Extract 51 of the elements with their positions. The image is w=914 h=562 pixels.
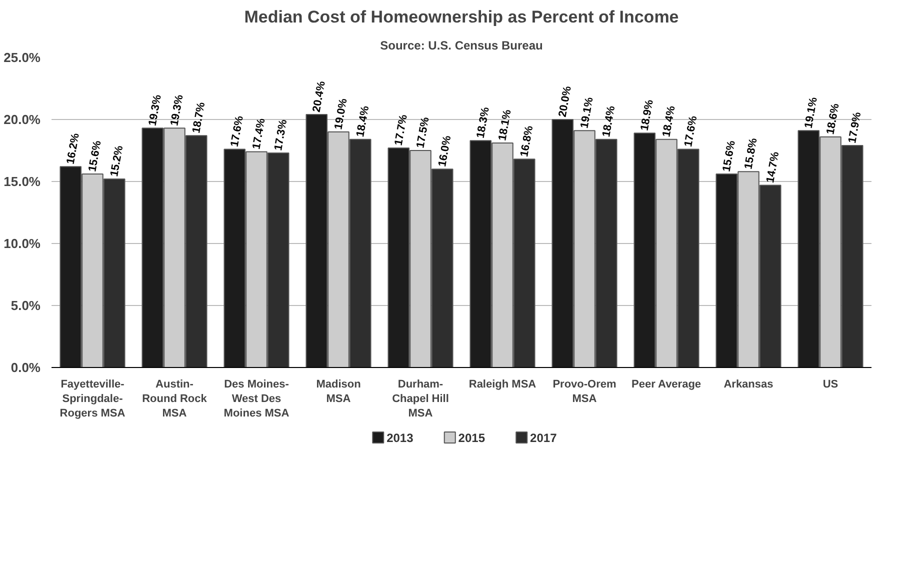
data-label: 17.4% xyxy=(250,117,268,150)
data-label: 15.8% xyxy=(742,137,760,170)
data-label: 18.6% xyxy=(824,102,842,136)
data-label: 17.9% xyxy=(846,111,864,144)
data-label: 18.9% xyxy=(638,98,656,132)
x-tick-label: Arkansas xyxy=(724,378,774,390)
data-label: 17.6% xyxy=(228,114,246,148)
data-label: 16.8% xyxy=(518,124,536,158)
data-label: 18.1% xyxy=(496,108,514,142)
x-tick-label: Durham- Chapel Hill MSA xyxy=(392,378,449,420)
chart-title: Median Cost of Homeownership as Percent of Income xyxy=(244,8,679,26)
data-label: 19.3% xyxy=(146,94,164,127)
data-label: 18.4% xyxy=(354,104,372,138)
data-label: 19.1% xyxy=(578,96,596,130)
y-tick-label: 10.0% xyxy=(4,236,41,251)
data-label: 18.4% xyxy=(600,104,618,138)
data-label: 20.0% xyxy=(556,85,574,118)
data-label: 19.3% xyxy=(168,94,186,127)
y-tick-label: 20.0% xyxy=(4,112,41,127)
data-label: 16.0% xyxy=(436,134,454,168)
x-tick-label: Peer Average xyxy=(632,378,702,390)
y-tick-label: 15.0% xyxy=(4,174,41,189)
chart-subtitle: Source: U.S. Census Bureau xyxy=(380,38,543,52)
data-label: 17.5% xyxy=(414,116,432,150)
y-tick-label: 25.0% xyxy=(4,50,41,65)
x-tick-label: US xyxy=(822,378,838,390)
data-label: 17.6% xyxy=(682,114,700,148)
data-label: 19.0% xyxy=(332,97,350,130)
x-tick-label: Fayetteville- Springdale- Rogers MSA xyxy=(60,378,126,420)
x-tick-label: Austin- Round Rock MSA xyxy=(142,378,208,420)
data-label: 19.1% xyxy=(802,96,820,130)
data-label: 17.7% xyxy=(392,114,410,147)
data-label: 17.3% xyxy=(272,118,290,152)
data-label: 15.6% xyxy=(720,140,738,173)
x-tick-label: Provo-Orem MSA xyxy=(552,378,617,405)
legend-label: 2013 xyxy=(386,431,414,445)
data-label: 18.7% xyxy=(190,101,208,134)
legend-label: 2017 xyxy=(530,431,558,445)
data-label: 18.4% xyxy=(660,104,678,138)
data-label: 15.2% xyxy=(108,144,126,178)
data-label: 15.6% xyxy=(86,140,104,173)
data-label: 16.2% xyxy=(64,132,82,166)
data-label: 18.3% xyxy=(474,106,492,140)
y-tick-label: 5.0% xyxy=(10,298,41,313)
data-label: 20.4% xyxy=(310,80,328,114)
data-label: 14.7% xyxy=(764,150,782,184)
x-tick-label: Des Moines- West Des Moines MSA xyxy=(224,378,290,420)
legend-label: 2015 xyxy=(458,431,486,445)
x-tick-label: Raleigh MSA xyxy=(468,378,536,390)
x-tick-label: Madison MSA xyxy=(316,378,362,405)
y-tick-label: 0.0% xyxy=(10,360,41,375)
